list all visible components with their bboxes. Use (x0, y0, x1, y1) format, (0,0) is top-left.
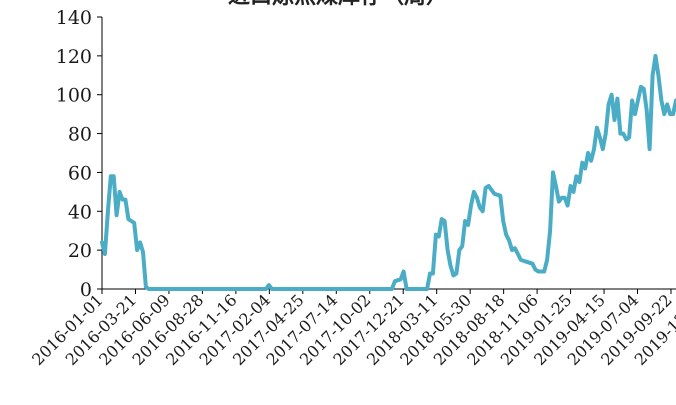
y-tick-label: 100 (56, 85, 92, 107)
y-tick-label: 0 (80, 279, 92, 301)
y-tick-label: 40 (68, 201, 92, 223)
y-tick-label: 60 (68, 162, 92, 184)
chart-title: 进口炼焦煤库存（周） (0, 0, 676, 10)
y-tick-label: 80 (68, 124, 92, 146)
y-tick-label: 140 (56, 7, 92, 29)
series-line-0 (100, 53, 676, 291)
series-group (100, 53, 676, 291)
x-axis: 2016-01-012016-03-212016-06-092016-08-28… (28, 288, 676, 369)
y-tick-label: 120 (56, 46, 92, 68)
y-tick-label: 20 (68, 240, 92, 262)
y-axis: 0 20 40 60 80 100 120 140 (56, 7, 103, 301)
